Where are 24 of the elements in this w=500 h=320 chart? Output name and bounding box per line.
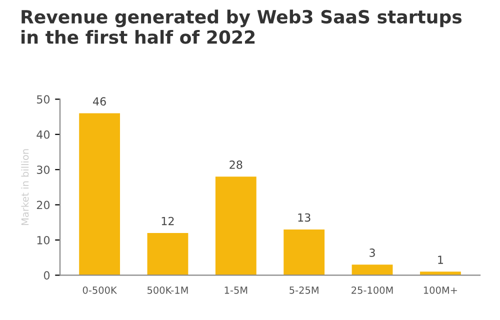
data-label: 28	[230, 160, 242, 169]
bar	[79, 113, 120, 276]
y-tick-label: 50	[36, 95, 50, 104]
data-label: 13	[298, 213, 310, 222]
y-tick-label: 40	[36, 130, 50, 139]
data-label: 3	[370, 248, 375, 257]
y-tick-label: 10	[37, 236, 50, 244]
bar	[147, 232, 188, 276]
x-tick-label: 25-100M	[352, 286, 393, 294]
y-tick-label: 0	[44, 271, 50, 280]
x-tick-label: 500K-1M	[147, 286, 188, 294]
x-tick-label: 100M+	[424, 286, 457, 294]
y-tick-label: 30	[36, 166, 50, 174]
bar	[284, 229, 325, 276]
data-label: 12	[162, 216, 174, 226]
x-tick-label: 1-5M	[224, 286, 248, 294]
bar	[215, 176, 256, 276]
data-label: 1	[438, 256, 443, 264]
x-tick-label: 5-25M	[290, 286, 318, 294]
x-tick-label: 0-500K	[82, 286, 118, 294]
data-label: 46	[93, 97, 106, 106]
chart-title: Revenue generated by Web3 SaaS startups in the first half of 2022	[22, 10, 462, 44]
y-tick-label: 20	[36, 200, 50, 210]
bar	[352, 264, 393, 276]
